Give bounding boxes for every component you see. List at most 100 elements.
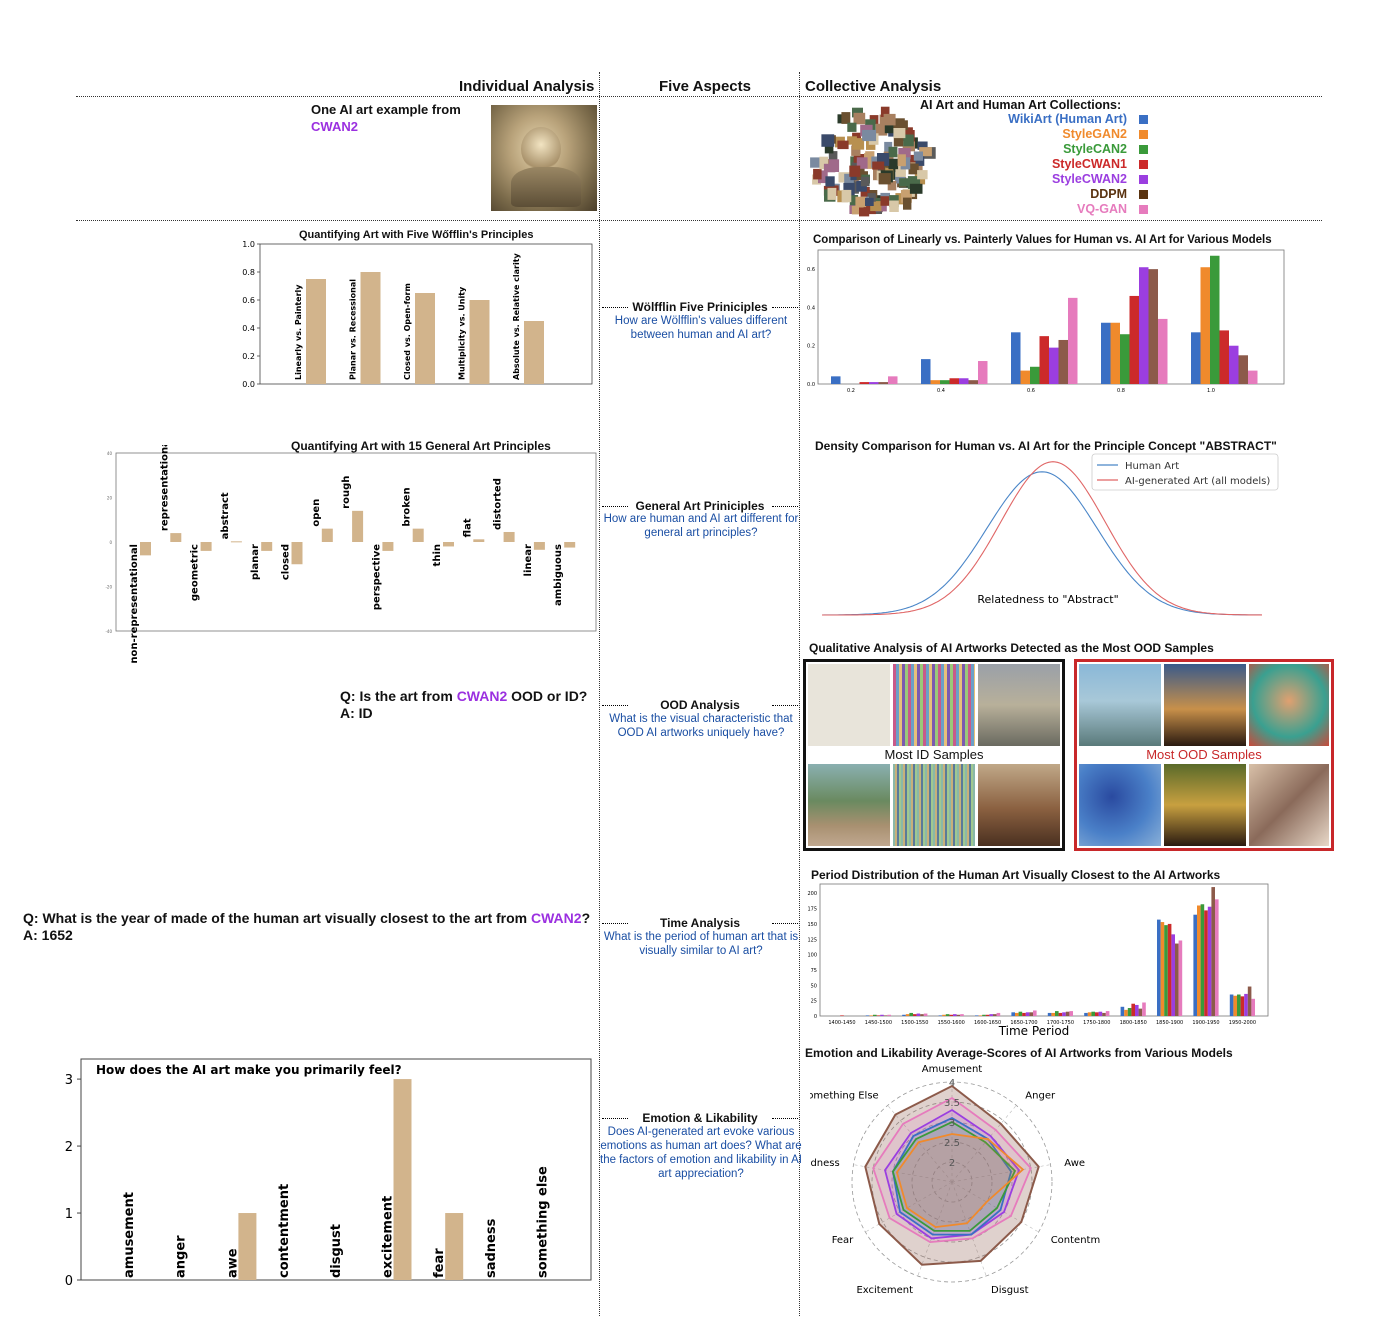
ood-question-prefix: Q: Is the art from [340,688,457,704]
id-sample-3 [978,664,1060,746]
aspect-arrow-right [772,705,798,706]
collection-legend-item: StyleCWAN1 [920,157,1148,172]
general-category-label: thin [432,544,443,566]
period-bar [1105,1011,1110,1016]
most-ood-samples-panel: Most OOD Samples [1074,659,1334,851]
period-bar [1025,1012,1030,1016]
aspect-question: What is the visual characteristic that O… [609,713,793,739]
period-chart-title: Period Distribution of the Human Art Vis… [811,868,1221,882]
period-bar [956,1014,961,1016]
period-bar [1022,1012,1026,1016]
collection-legend-item: VQ-GAN [920,202,1148,217]
period-xtick-label: 1950-2000 [1229,1020,1256,1026]
period-ytick-label: 200 [807,891,817,897]
general-bar [443,542,454,547]
wolfflin-bar [524,321,544,384]
period-bar [1207,906,1212,1016]
emotion-category-label: contentment [277,1184,292,1278]
aspect-title: Wölfflin Five Priniciples [632,300,768,314]
collection-thumbnail [844,173,854,187]
collection-legend-item: StyleCWAN2 [920,172,1148,187]
collection-thumbnail [856,157,868,169]
period-bar [923,1013,928,1016]
ood-sample-5 [1164,764,1246,846]
period-bar [978,1015,983,1016]
radar-chart: 2 2.5 3 3.5 4 Amusement Anger Awe Contentment Dis… [810,1064,1100,1296]
period-bar [1018,1011,1023,1016]
collection-legend-label: StyleCWAN2 [1051,172,1127,186]
wolfflin-ytick-label: 0.4 [242,324,255,333]
linearly-bar [831,376,841,384]
aspect-arrow-right [772,307,798,308]
collection-legend-label: StyleCWAN1 [1051,157,1127,171]
ood-question-model: CWAN2 [456,688,508,704]
radar-axis-label: Contentment [1051,1235,1100,1246]
aspect-arrow-left [602,307,628,308]
radar-chart-title: Emotion and Likability Average-Scores of… [805,1046,1233,1060]
period-bar [989,1014,993,1016]
collection-legend-item: StyleGAN2 [920,127,1148,142]
period-bar [1193,914,1197,1016]
collection-thumbnail [841,112,851,124]
linearly-bar [1120,334,1130,384]
period-bar [1102,1012,1106,1016]
general-category-label: rough [341,476,352,509]
period-bar [1095,1012,1099,1016]
collection-thumbnail [893,137,903,147]
wolfflin-ytick-label: 0.2 [242,352,255,361]
collection-thumbnail [855,196,867,208]
period-xtick-label: 1850-1900 [1156,1020,1183,1026]
period-bar [1244,993,1248,1016]
period-bar [949,1014,953,1016]
linearly-bar [1049,347,1059,384]
linearly-ytick-label: 0.2 [807,344,815,350]
radar-spoke [951,1105,1017,1183]
period-ytick-label: 50 [811,983,817,989]
period-xtick-label: 1900-1950 [1192,1020,1219,1026]
period-bar [1087,1012,1092,1016]
collection-thumbnail [917,170,928,180]
collective-analysis-header: Collective Analysis [805,78,942,95]
emotion-category-label: excitement [381,1196,396,1278]
linearly-bar [1101,322,1111,384]
period-bar [1135,1004,1139,1016]
collection-thumbnail [883,113,896,126]
radar-axis-label: Fear [832,1235,854,1246]
linearly-ytick-label: 0.4 [807,305,815,311]
collection-thumbnail [875,123,888,136]
linearly-bar [978,361,988,384]
period-bar [1157,919,1161,1016]
collection-legend-swatch [1139,115,1148,125]
period-xtick-label: 1700-1750 [1047,1020,1074,1026]
individual-analysis-header: Individual Analysis [459,78,595,95]
collection-thumbnail [908,163,919,175]
collection-cloud-svg [810,106,936,217]
period-bar [1127,1008,1132,1016]
general-bar [170,533,182,542]
ood-sample-6 [1249,764,1329,846]
collection-thumbnail [853,112,866,125]
density-xlabel: Relatedness to "Abstract" [977,593,1118,606]
density-legend-label: AI-generated Art (all models) [1125,476,1270,487]
period-bar [1240,996,1245,1016]
general-category-label: linear [523,544,534,577]
period-bar [869,1015,873,1016]
collection-thumbnail [878,173,891,185]
linearly-bar [1139,267,1149,384]
ood-question-suffix: OOD or ID? [507,688,588,704]
period-ytick-label: 75 [811,968,817,974]
wolfflin-chart-title: Quantifying Art with Five Wőfflin's Prin… [299,229,534,241]
period-bar [1204,910,1208,1016]
general-category-label: non-representational [129,544,140,664]
linearly-chart-title: Comparison of Linearly vs. Painterly Val… [813,234,1272,246]
period-bar [1058,1012,1063,1016]
period-bar [1247,986,1252,1016]
general-category-label: ambiguous [553,544,564,606]
left-divider [599,72,600,1316]
radar-rtick-label: 4 [949,1078,955,1089]
general-bar [200,542,212,551]
wolfflin-bar [360,272,381,384]
density-chart-title: Density Comparison for Human vs. AI Art … [815,439,1277,453]
period-xtick-label: 1750-1800 [1083,1020,1110,1026]
right-divider [799,72,800,1316]
